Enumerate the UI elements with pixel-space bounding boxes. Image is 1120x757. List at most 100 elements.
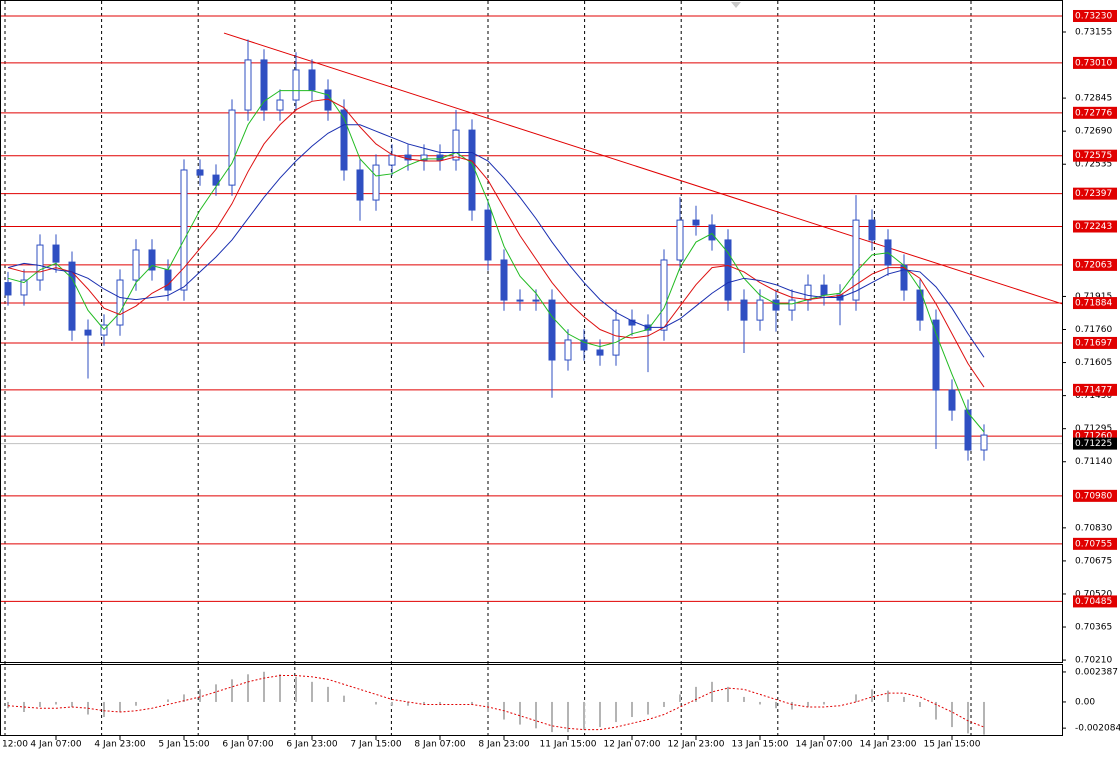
y-tick-label: 0.70365 <box>1075 623 1112 633</box>
candle-body <box>708 224 716 241</box>
x-tick-label: 12 Jan 23:00 <box>668 740 725 750</box>
level-label-box <box>1073 9 1117 22</box>
current-price-label: 0.71225 <box>1075 439 1112 449</box>
candle-body <box>84 329 92 336</box>
candle-body <box>244 59 252 111</box>
candle-body <box>532 299 540 302</box>
shift-marker <box>731 2 741 8</box>
oscillator-y-tick-label: 0.002387 <box>1075 667 1118 677</box>
candle-body <box>948 389 956 411</box>
level-label: 0.71477 <box>1075 385 1112 395</box>
level-label-box <box>1073 383 1117 396</box>
y-tick-label: 0.70675 <box>1075 556 1112 566</box>
oscillator-bar <box>599 701 601 728</box>
candle-body <box>756 299 764 321</box>
moving-average <box>7 124 985 358</box>
oscillator-bar <box>951 701 953 728</box>
oscillator-bar <box>615 701 617 723</box>
level-label: 0.72243 <box>1075 222 1112 232</box>
oscillator-bar <box>39 701 41 707</box>
oscillator-signal <box>7 675 985 731</box>
oscillator-bar <box>583 701 585 730</box>
level-label-box <box>1073 187 1117 200</box>
candle-body <box>564 339 572 361</box>
x-tick-label: 4 Jan 23:00 <box>94 740 146 750</box>
oscillator-bar <box>967 701 969 734</box>
oscillator-bar <box>423 701 425 705</box>
y-tick-label: 0.72845 <box>1075 94 1112 104</box>
candle-body <box>980 434 988 451</box>
candle-body <box>260 59 268 111</box>
candle-body <box>804 284 812 301</box>
candle-body <box>116 279 124 326</box>
oscillator-bar <box>695 686 697 702</box>
oscillator-bar <box>231 679 233 702</box>
oscillator-bar <box>535 701 537 729</box>
level-label: 0.72397 <box>1075 189 1112 199</box>
y-tick-label: 0.71295 <box>1075 424 1112 434</box>
oscillator-bar <box>135 701 137 706</box>
candle-body <box>132 249 140 281</box>
candle-body <box>36 244 44 281</box>
candle-body <box>468 129 476 211</box>
axes: 0.73155 0.72845 0.72690 0.72535 0.71915 0.717… <box>2 9 1120 750</box>
y-tick-label: 0.71140 <box>1075 457 1112 467</box>
oscillator-bar <box>551 701 553 733</box>
oscillator-bar <box>823 701 825 705</box>
oscillator-bar <box>295 676 297 702</box>
level-label-box <box>1073 489 1117 502</box>
oscillator-bar <box>375 701 377 705</box>
candle-body <box>404 154 412 161</box>
candle-body <box>740 299 748 321</box>
y-tick-label: 0.72535 <box>1075 160 1112 170</box>
oscillator-bar <box>263 671 265 702</box>
oscillator-bar <box>663 701 665 707</box>
candle-body <box>724 239 732 301</box>
candle-body <box>420 154 428 161</box>
x-tick-label: 6 Jan 07:00 <box>222 740 274 750</box>
oscillator-y-tick-label: -0.002084 <box>1075 724 1120 734</box>
oscillator-bar <box>727 686 729 702</box>
x-tick-label: 8 Jan 07:00 <box>414 740 466 750</box>
candle-body <box>356 169 364 201</box>
oscillator-bar <box>887 690 889 702</box>
x-tick-label: 14 Jan 23:00 <box>860 740 917 750</box>
oscillator-bar <box>711 681 713 702</box>
oscillator-bar <box>471 701 473 705</box>
level-label: 0.71697 <box>1075 338 1112 348</box>
x-tick-label: 4 Jan 07:00 <box>30 740 82 750</box>
level-label: 0.71260 <box>1075 432 1112 442</box>
x-tick-label: 6 Jan 23:00 <box>286 740 338 750</box>
x-tick-label: 5 Jan 15:00 <box>158 740 210 750</box>
y-tick-label: 0.71605 <box>1075 358 1112 368</box>
candle-body <box>276 99 284 111</box>
candle-body <box>148 249 156 271</box>
main-panel-frame <box>0 0 1063 663</box>
candle-body <box>660 259 668 331</box>
level-label-box <box>1073 595 1117 608</box>
x-tick-label: 8 Jan 23:00 <box>478 740 530 750</box>
x-tick-label: 12:00 <box>2 740 28 750</box>
oscillator-bar <box>327 686 329 702</box>
y-tick-label: 0.70210 <box>1075 656 1112 666</box>
level-label-box <box>1073 297 1117 310</box>
candle-body <box>516 299 524 302</box>
level-label-box <box>1073 220 1117 233</box>
candle-body <box>692 219 700 226</box>
level-label: 0.70980 <box>1075 491 1112 501</box>
grid <box>4 1 972 735</box>
oscillator-bar <box>855 694 857 702</box>
oscillator-bar <box>935 701 937 720</box>
y-tick-label: 0.73155 <box>1075 27 1112 37</box>
candle-body <box>868 219 876 241</box>
plot <box>0 15 1063 735</box>
oscillator-panel-frame <box>0 664 1063 736</box>
candle-body <box>308 69 316 91</box>
oscillator-bar <box>647 701 649 715</box>
candle-body <box>292 69 300 101</box>
candle-body <box>20 279 28 296</box>
candle-body <box>340 109 348 171</box>
candle-body <box>580 339 588 351</box>
y-tick-label: 0.71915 <box>1075 292 1112 302</box>
